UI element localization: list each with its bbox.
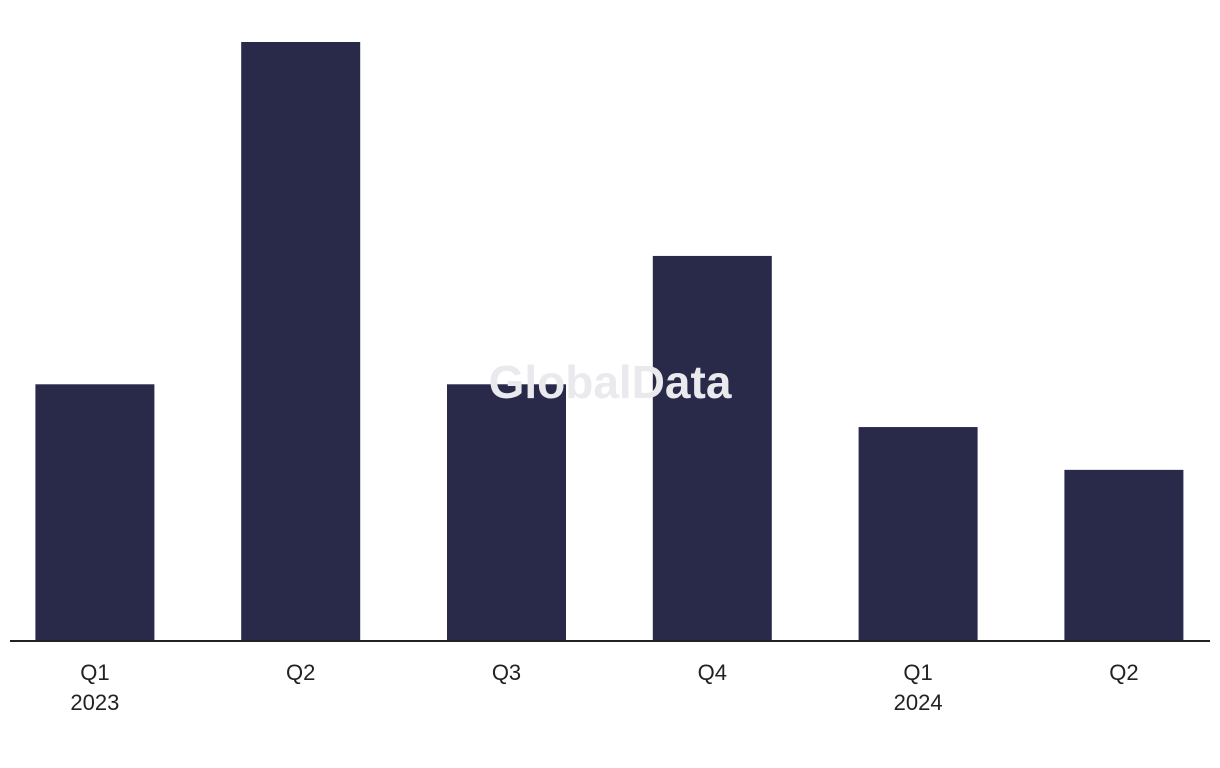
bar — [447, 384, 566, 641]
bar — [858, 427, 978, 641]
bar — [241, 42, 361, 641]
x-group-label: 2024 — [894, 690, 943, 715]
bar — [1064, 469, 1184, 641]
x-tick-label: Q2 — [1109, 660, 1138, 685]
bar — [35, 384, 155, 641]
x-tick-label: Q3 — [492, 660, 521, 685]
bar — [652, 255, 772, 641]
x-tick-label: Q2 — [286, 660, 315, 685]
watermark: GlobalData — [489, 356, 732, 408]
x-tick-label: Q1 — [903, 660, 932, 685]
x-tick-label: Q1 — [80, 660, 109, 685]
x-group-label: 2023 — [70, 690, 119, 715]
x-tick-label: Q4 — [698, 660, 727, 685]
